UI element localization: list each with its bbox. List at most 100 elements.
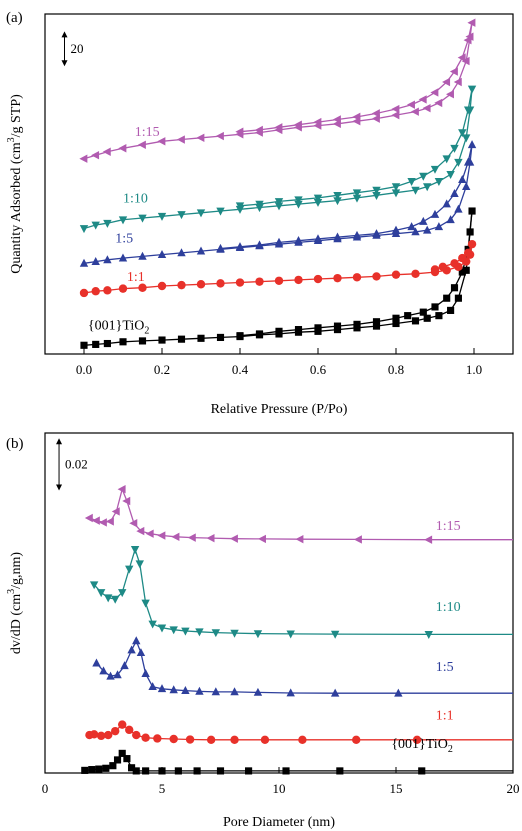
panel-a-y-axis-title-sup: 3 [6,137,17,142]
panel-b-x-tick-label: 5 [159,781,166,796]
panel-a-series-1-1 [79,239,477,298]
panel-b-1-15-point [91,516,100,525]
panel-a-001-tio2-point [419,308,427,316]
panel-a-1-1-point [391,270,401,279]
panel-b-1-10-point [181,627,190,636]
panel-a-1-5-point [430,209,440,218]
panel-a-001-tio2-point [392,319,400,328]
panel-a-1-10-point [391,189,401,198]
panel-b-series-label-001-tio2-sub: 2 [448,744,453,755]
panel-b-y-axis-title-sup: 3 [6,589,17,594]
panel-b-001-tio2-point [245,767,253,775]
panel-a-1-5-point [103,255,112,264]
panel-a-scale-bar: 20 [61,31,84,67]
panel-a-1-10-point [255,200,264,209]
panel-a-1-10-point [434,178,444,187]
panel-a-1-5-point [177,248,186,257]
panel-b-1-1-point [125,725,134,735]
panel-b-1-1-point [141,733,150,742]
panel-a-001-tio2-point [138,337,147,345]
panel-b-1-5-point [127,645,136,654]
panel-a-1-15-point [215,131,224,141]
panel-a-1-5-point [467,140,477,149]
panel-a-1-10-point [103,219,112,228]
panel-b-1-5-point [230,687,239,696]
panel-a-1-15-point [235,127,244,136]
panel-b-1-10-point [157,624,167,633]
panel-b-1-5-point [106,671,115,680]
panel-a-series-1-15 [79,18,476,163]
panel-a-001-tio2-point [275,327,283,335]
panel-a-1-5-point [454,204,463,213]
panel-a-1-5-point [274,237,284,246]
panel-b-y-axis-title-pre: dv/dD (cm [9,594,24,654]
panel-a-001-tio2-point [177,335,186,343]
panel-b-series-1-15 [84,485,513,544]
panel-a-1-15-point [274,123,283,132]
panel-b-1-1-point [206,735,216,744]
panel-b-series-label-1-1: 1:1 [436,708,454,723]
panel-a-1-10-point [467,85,477,94]
panel-b-1-5-point [394,688,403,697]
panel-a-1-10-point [294,200,303,209]
panel-a-scale-bar-arrow-up [61,31,68,38]
panel-a-001-tio2-point [119,338,127,346]
panel-b-1-10-point [169,626,178,635]
panel-a-1-15-point [445,90,454,99]
panel-b-1-15-point [129,519,138,528]
panel-b-001-tio2-point [128,764,136,772]
panel-b-1-15-point [105,517,114,526]
panel-a-001-tio2-point [411,317,420,325]
panel-a-1-5-desorption-line [220,144,473,250]
panel-b-scale-bar-arrow-down [56,484,63,491]
panel-a-001-tio2-point [450,284,459,292]
panel-a-001-tio2-point [103,339,111,348]
panel-a-1-10-point [235,202,245,211]
panel-a-001-tio2-point [353,320,361,328]
panel-b-001-tio2-point [418,767,426,775]
panel-a-1-15-point [406,100,415,109]
panel-a-scale-bar-arrow-down [61,60,68,67]
panel-a-1-5-point [450,188,459,197]
panel-a-001-tio2-point [216,333,225,342]
panel-a-1-10-point [79,225,89,234]
panel-a-1-5-point [391,225,401,234]
panel-a-001-tio2-point [372,318,381,326]
panel-a-1-15-point [391,104,400,114]
panel-b-1-5-point [113,670,122,679]
panel-a-1-10-point [294,196,303,205]
panel-b-1-5-point [141,668,150,677]
panel-b-y-axis-title-post: /g,nm) [9,552,24,589]
panel-b-series-label-1-10: 1:10 [436,600,461,615]
panel-b-1-15-point [258,534,266,544]
panel-a-1-10-point [407,178,416,187]
panel-a-1-1-point [458,253,467,263]
panel-b-1-1-point [96,731,106,741]
panel-a-1-15-point [176,135,185,144]
panel-a-1-5-point [442,199,451,208]
panel-a-001-tio2-point [333,322,342,330]
panel-b-1-15-point [295,534,304,544]
panel-a-1-15-point [442,77,451,87]
panel-a-1-1-point [463,248,473,258]
panel-a-series-1-5 [79,140,477,267]
panel-b-1-15-point [117,485,126,494]
panel-a-1-5-point [463,157,473,166]
panel-a-series-label-001-tio2-main: {001}TiO [88,319,144,334]
panel-b-1-15-point [206,533,215,543]
panel-a-1-15-point [254,125,263,135]
panel-a-1-15-point [91,151,100,160]
panel-a-1-15-point [313,117,322,127]
panel-b-1-15-point [84,513,93,523]
panel-b-1-1-point [230,735,239,744]
panel-a-1-1-point [216,279,225,288]
panel-b-001-tio2-point [193,767,201,775]
panel-b-scale-bar-arrow-up [56,438,63,445]
panel-b-1-1-point [298,735,307,744]
panel-a-001-tio2-point [372,322,381,330]
panel-a-1-10-point [313,194,323,203]
panel-a-label: (a) [6,10,23,26]
panel-a-series-label-001-tio2: {001}TiO2 [88,319,149,337]
panel-b-1-5-point [92,658,101,667]
panel-b-1-5-point [211,687,221,696]
